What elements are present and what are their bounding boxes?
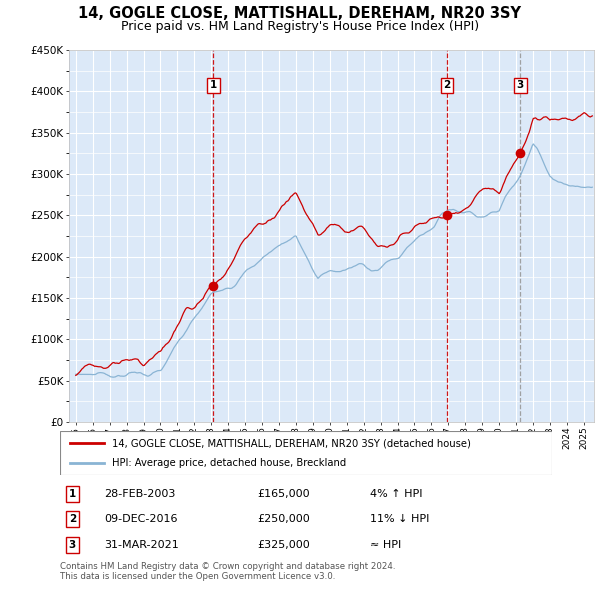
Text: 11% ↓ HPI: 11% ↓ HPI (370, 514, 430, 525)
Text: 14, GOGLE CLOSE, MATTISHALL, DEREHAM, NR20 3SY: 14, GOGLE CLOSE, MATTISHALL, DEREHAM, NR… (79, 6, 521, 21)
Text: 28-FEB-2003: 28-FEB-2003 (104, 489, 176, 499)
Text: 14, GOGLE CLOSE, MATTISHALL, DEREHAM, NR20 3SY (detached house): 14, GOGLE CLOSE, MATTISHALL, DEREHAM, NR… (112, 438, 470, 448)
Text: 09-DEC-2016: 09-DEC-2016 (104, 514, 178, 525)
Text: £325,000: £325,000 (257, 540, 310, 550)
Text: £165,000: £165,000 (257, 489, 310, 499)
Text: 2: 2 (443, 80, 451, 90)
Text: 4% ↑ HPI: 4% ↑ HPI (370, 489, 422, 499)
Text: Contains HM Land Registry data © Crown copyright and database right 2024.: Contains HM Land Registry data © Crown c… (60, 562, 395, 571)
Text: 2: 2 (68, 514, 76, 525)
Text: 3: 3 (517, 80, 524, 90)
FancyBboxPatch shape (60, 431, 552, 475)
Text: HPI: Average price, detached house, Breckland: HPI: Average price, detached house, Brec… (112, 458, 346, 468)
Text: This data is licensed under the Open Government Licence v3.0.: This data is licensed under the Open Gov… (60, 572, 335, 581)
Text: 1: 1 (68, 489, 76, 499)
Text: Price paid vs. HM Land Registry's House Price Index (HPI): Price paid vs. HM Land Registry's House … (121, 20, 479, 33)
Text: 31-MAR-2021: 31-MAR-2021 (104, 540, 179, 550)
Text: ≈ HPI: ≈ HPI (370, 540, 401, 550)
Text: 3: 3 (68, 540, 76, 550)
Text: 1: 1 (209, 80, 217, 90)
Text: £250,000: £250,000 (257, 514, 310, 525)
